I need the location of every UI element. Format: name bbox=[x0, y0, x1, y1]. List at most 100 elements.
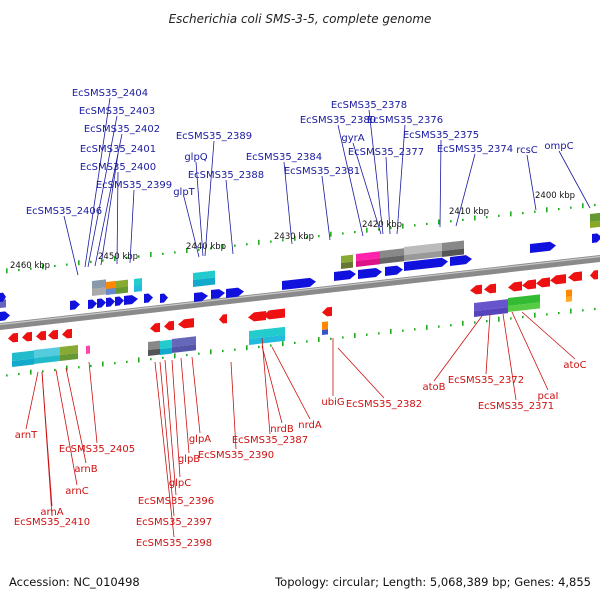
forward-gene-label: EcSMS35_2389 bbox=[176, 131, 252, 142]
scale-tick bbox=[174, 251, 176, 254]
feature-block bbox=[148, 348, 160, 356]
scale-tick bbox=[486, 320, 488, 323]
forward-gene-arrow bbox=[530, 241, 556, 253]
feature-block bbox=[249, 334, 285, 345]
scale-tick bbox=[594, 307, 596, 311]
reverse-gene-arrow bbox=[22, 331, 32, 342]
forward-gene-arrow bbox=[115, 296, 124, 306]
forward-leader-line bbox=[116, 171, 119, 265]
reverse-gene-label: arnA bbox=[40, 507, 63, 518]
forward-leader-line bbox=[100, 153, 119, 266]
kbp-label: 2450 kbp bbox=[98, 252, 138, 262]
scale-tick bbox=[510, 317, 512, 320]
forward-leader-line bbox=[204, 140, 215, 257]
reverse-leader-line bbox=[88, 361, 98, 444]
feature-block bbox=[322, 329, 328, 335]
forward-gene-label: EcSMS35_2388 bbox=[188, 170, 264, 181]
scale-tick bbox=[90, 364, 92, 368]
forward-leader-line bbox=[455, 153, 476, 227]
scale-tick bbox=[558, 311, 560, 315]
scale-tick bbox=[294, 235, 296, 241]
genome-summary-text: Topology: circular; Length: 5,068,389 bp… bbox=[274, 575, 591, 589]
feature-block bbox=[106, 287, 116, 295]
scale-tick bbox=[354, 332, 356, 338]
scale-tick bbox=[150, 252, 152, 258]
reverse-leader-line bbox=[433, 315, 483, 382]
scale-tick bbox=[450, 324, 452, 327]
scale-tick bbox=[18, 372, 20, 376]
scale-tick bbox=[522, 316, 524, 319]
scale-tick bbox=[594, 203, 596, 207]
reverse-gene-arrow bbox=[322, 306, 332, 317]
reverse-gene-label: glpA bbox=[189, 434, 211, 445]
feature-block bbox=[116, 279, 128, 289]
reverse-gene-arrow bbox=[590, 270, 598, 280]
forward-gene-label: EcSMS35_2384 bbox=[246, 152, 322, 163]
feature-block bbox=[106, 280, 116, 290]
reverse-gene-label: EcSMS35_2390 bbox=[198, 450, 274, 461]
scale-tick bbox=[570, 206, 572, 209]
forward-leader-line bbox=[84, 97, 111, 268]
forward-gene-arrow bbox=[385, 265, 403, 276]
feature-block bbox=[404, 242, 442, 255]
scale-tick bbox=[534, 312, 536, 318]
scale-tick bbox=[318, 235, 320, 238]
forward-gene-arrow bbox=[106, 297, 115, 307]
feature-block bbox=[356, 258, 380, 267]
forward-gene-label: EcSMS35_2399 bbox=[96, 180, 172, 191]
reverse-label-leaders bbox=[25, 311, 576, 538]
feature-block bbox=[172, 344, 196, 353]
feature-block bbox=[404, 250, 442, 261]
reverse-leader-line bbox=[65, 367, 87, 464]
forward-leader-line bbox=[87, 115, 118, 268]
feature-block bbox=[134, 285, 142, 292]
scale-tick bbox=[546, 313, 548, 316]
feature-block bbox=[172, 336, 196, 347]
feature-block bbox=[566, 296, 572, 302]
reverse-gene-arrow bbox=[470, 284, 482, 295]
scale-tick bbox=[246, 345, 248, 351]
forward-gene-arrow bbox=[450, 255, 472, 266]
kbp-label: 2460 kbp bbox=[10, 261, 50, 271]
feature-block bbox=[380, 255, 404, 264]
forward-gene-label: EcSMS35_2376 bbox=[367, 115, 443, 126]
scale-tick bbox=[498, 214, 500, 217]
reverse-gene-label: arnT bbox=[15, 430, 38, 441]
scale-tick bbox=[546, 207, 548, 213]
scale-tick bbox=[534, 210, 536, 213]
forward-leader-line bbox=[225, 179, 234, 255]
forward-gene-label: EcSMS35_2374 bbox=[437, 144, 513, 155]
forward-leader-line bbox=[439, 139, 442, 228]
scale-tick bbox=[330, 337, 332, 340]
feature-block bbox=[12, 358, 34, 367]
backbone-highlight bbox=[0, 255, 600, 326]
reverse-gene-label: arnB bbox=[74, 464, 97, 475]
scale-tick bbox=[162, 356, 164, 359]
scale-tick bbox=[474, 321, 476, 324]
reverse-leader-line bbox=[502, 313, 517, 401]
scale-tick bbox=[462, 320, 464, 326]
scale-tick bbox=[66, 263, 68, 266]
reverse-leader-line bbox=[261, 337, 271, 435]
reverse-gene-label: ubiG bbox=[321, 397, 344, 408]
scale-tick bbox=[270, 344, 272, 347]
reverse-gene-arrow bbox=[484, 283, 496, 294]
scale-tick bbox=[582, 309, 584, 312]
reverse-gene-arrow bbox=[536, 277, 550, 288]
forward-gene-arrow bbox=[97, 298, 106, 308]
scale-tick bbox=[162, 252, 164, 255]
reverse-leader-line bbox=[337, 347, 385, 399]
scale-tick bbox=[450, 220, 452, 223]
scale-tick bbox=[66, 365, 68, 371]
forward-gene-labels: EcSMS35_2404 EcSMS35_2403 EcSMS35_2402 EcSM… bbox=[26, 88, 574, 217]
forward-leader-line bbox=[352, 142, 382, 235]
forward-gene-arrow bbox=[282, 277, 316, 290]
forward-gene-arrow bbox=[404, 257, 448, 271]
reverse-gene-label: nrdB bbox=[270, 424, 294, 435]
reverse-gene-label: EcSMS35_2372 bbox=[448, 375, 524, 386]
feature-block bbox=[442, 248, 464, 257]
forward-gene-label: EcSMS35_2402 bbox=[84, 124, 160, 135]
scale-tick bbox=[198, 352, 200, 355]
reverse-leader-line bbox=[521, 311, 576, 360]
